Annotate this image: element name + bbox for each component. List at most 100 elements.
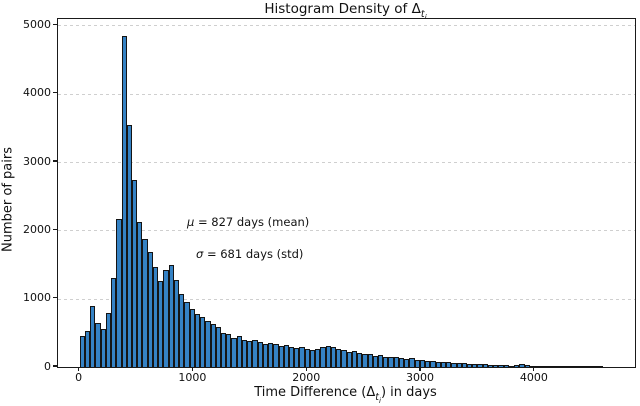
histogram-bar <box>529 365 536 367</box>
y-tick-mark <box>53 23 57 26</box>
histogram-bar <box>268 342 274 367</box>
x-axis-label-subsubscript: i <box>378 396 381 405</box>
y-tick-mark <box>53 92 57 94</box>
mu-symbol: μ <box>187 215 195 229</box>
histogram-bar <box>477 364 483 367</box>
histogram-bar <box>362 353 368 367</box>
x-tick-mark <box>191 367 194 372</box>
histogram-bar <box>226 334 232 367</box>
histogram-bar <box>100 328 106 367</box>
y-tick-label: 5000 <box>23 17 51 31</box>
histogram-bar <box>550 366 557 367</box>
histogram-bar <box>173 280 180 367</box>
histogram-bar <box>461 363 468 367</box>
histogram-bar <box>289 346 295 367</box>
x-tick-mark <box>78 367 80 372</box>
x-tick-label: 3000 <box>406 371 435 384</box>
histogram-bar <box>398 358 405 367</box>
histogram-bar <box>278 345 284 367</box>
histogram-bar <box>393 356 399 367</box>
y-tick-label: 3000 <box>23 154 51 168</box>
histogram-bar <box>105 312 112 367</box>
histogram-bar <box>566 366 572 367</box>
histogram-bar <box>236 335 242 367</box>
gridline <box>58 230 635 232</box>
histogram-bar <box>451 362 457 367</box>
histogram-bar <box>210 323 216 367</box>
histogram-bar <box>440 362 447 367</box>
histogram-bar <box>309 349 316 367</box>
histogram-bar <box>241 339 248 367</box>
histogram-bar <box>487 364 494 367</box>
histogram-bar <box>84 330 91 367</box>
chart-title: Histogram Density of Δti <box>57 1 634 22</box>
y-tick-label: 0 <box>44 359 51 373</box>
histogram-bar <box>320 347 326 367</box>
histogram-bar <box>482 364 488 367</box>
histogram-bar <box>498 365 504 367</box>
histogram-bar <box>508 365 515 367</box>
x-tick-mark <box>533 367 535 372</box>
histogram-bar <box>576 366 583 367</box>
gridline <box>58 162 635 164</box>
histogram-bar <box>430 360 436 367</box>
gridline <box>58 298 635 300</box>
histogram-bar <box>273 344 279 367</box>
gridline <box>58 93 635 95</box>
std-annotation-text: = 681 days (std) <box>203 247 304 261</box>
histogram-bar <box>215 327 221 367</box>
histogram-bar <box>346 351 352 367</box>
histogram-bar <box>158 281 164 367</box>
sigma-symbol: σ <box>196 247 204 261</box>
mean-annotation-text: = 827 days (mean) <box>194 215 310 229</box>
histogram-bar <box>446 361 452 367</box>
histogram-bar <box>121 36 127 367</box>
y-tick-label: 1000 <box>23 291 51 305</box>
histogram-bar <box>79 335 85 367</box>
x-tick-mark <box>305 367 307 372</box>
x-tick-mark <box>419 367 421 372</box>
y-tick-mark <box>53 228 57 230</box>
histogram-bar <box>514 364 520 367</box>
histogram-bar <box>116 219 122 367</box>
histogram-bar <box>168 265 174 367</box>
histogram-bar <box>388 357 394 367</box>
histogram-bar <box>131 179 138 367</box>
histogram-bar <box>142 238 148 367</box>
histogram-bar <box>503 365 509 367</box>
histogram-bar <box>372 356 379 367</box>
y-tick-label: 4000 <box>23 86 51 100</box>
x-tick-label: 0 <box>75 371 83 384</box>
y-tick-mark <box>53 297 57 299</box>
histogram-bar <box>383 356 389 367</box>
x-axis-label-suffix: ) in days <box>380 385 437 400</box>
histogram-bar <box>519 363 525 367</box>
y-tick-label: 2000 <box>23 222 51 236</box>
x-tick-label: 1000 <box>178 371 207 384</box>
histogram-bar <box>582 366 588 367</box>
histogram-bar <box>304 348 310 367</box>
histogram-bar <box>189 308 195 367</box>
gridline <box>58 25 635 27</box>
histogram-bar <box>247 340 253 367</box>
histogram-bar <box>597 366 604 367</box>
histogram-bar <box>257 342 263 367</box>
histogram-bar <box>435 361 441 367</box>
histogram-bar <box>571 366 577 367</box>
std-annotation: σ = 681 days (std) <box>196 247 303 261</box>
histogram-bar <box>205 320 211 367</box>
y-tick-mark <box>53 365 57 367</box>
histogram-bar <box>330 346 337 367</box>
histogram-bar <box>152 266 159 367</box>
histogram-bar <box>587 366 593 367</box>
histogram-bar <box>414 359 420 367</box>
histogram-bar <box>137 221 143 367</box>
histogram-bar <box>220 332 227 367</box>
histogram-bar <box>90 305 96 367</box>
histogram-bar <box>262 343 269 367</box>
histogram-bar <box>351 350 358 367</box>
y-tick-mark <box>53 160 57 162</box>
histogram-bar <box>367 354 373 367</box>
histogram-bar <box>294 347 300 367</box>
